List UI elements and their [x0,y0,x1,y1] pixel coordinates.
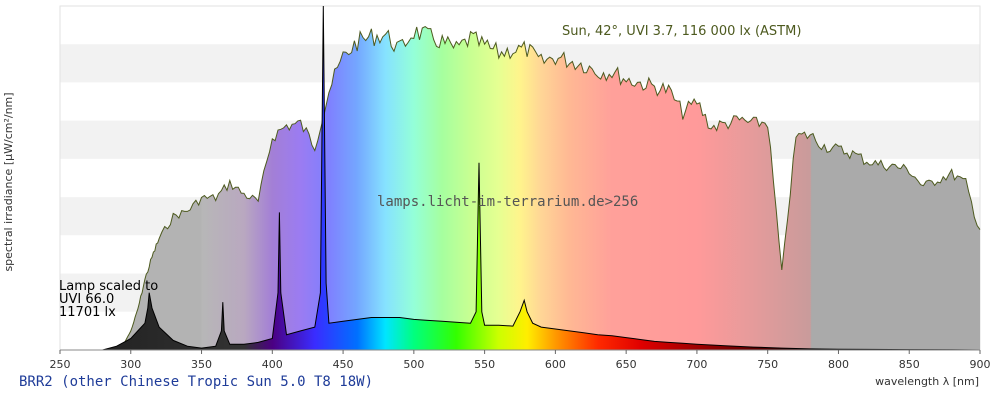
x-tick-label: 500 [403,358,424,371]
x-tick-label: 300 [120,358,141,371]
sun-visible-area [201,26,980,350]
sun-spectrum-fill [116,26,980,350]
x-axis-ticks: 250 300 350 400 450 500 550 600 650 700 750 800 850 9… [50,350,991,371]
lamp-label-line-2: UVI 66.0 [59,292,114,307]
x-tick-label: 400 [262,358,283,371]
x-tick-label: 900 [970,358,991,371]
x-tick-label: 450 [333,358,354,371]
x-tick-label: 600 [545,358,566,371]
x-tick-label: 750 [757,358,778,371]
lamp-spectrum-fill [102,6,980,350]
lamp-label-line-1: Lamp scaled to [59,279,158,294]
x-tick-label: 350 [191,358,212,371]
x-tick-label: 250 [50,358,71,371]
x-tick-label: 650 [616,358,637,371]
sun-spectrum-line [116,26,981,351]
grid-band [60,6,980,45]
x-tick-label: 550 [474,358,495,371]
x-tick-label: 800 [828,358,849,371]
x-tick-label: 700 [686,358,707,371]
lamp-title: BRR2 (other Chinese Tropic Sun 5.0 T8 18… [19,374,374,390]
watermark: lamps.licht-im-terrarium.de>256 [377,194,638,210]
lamp-spectrum-line [102,5,981,351]
sun-spectrum-label: Sun, 42°, UVI 3.7, 116 000 lx (ASTM) [562,24,801,39]
sun-uv-area [116,197,202,350]
lamp-label-line-3: 11701 lx [59,305,116,320]
y-axis-label: spectral irradiance [µW/cm²/nm] [2,92,15,271]
x-tick-label: 850 [899,358,920,371]
x-axis-label: wavelength λ [nm] [875,375,979,388]
